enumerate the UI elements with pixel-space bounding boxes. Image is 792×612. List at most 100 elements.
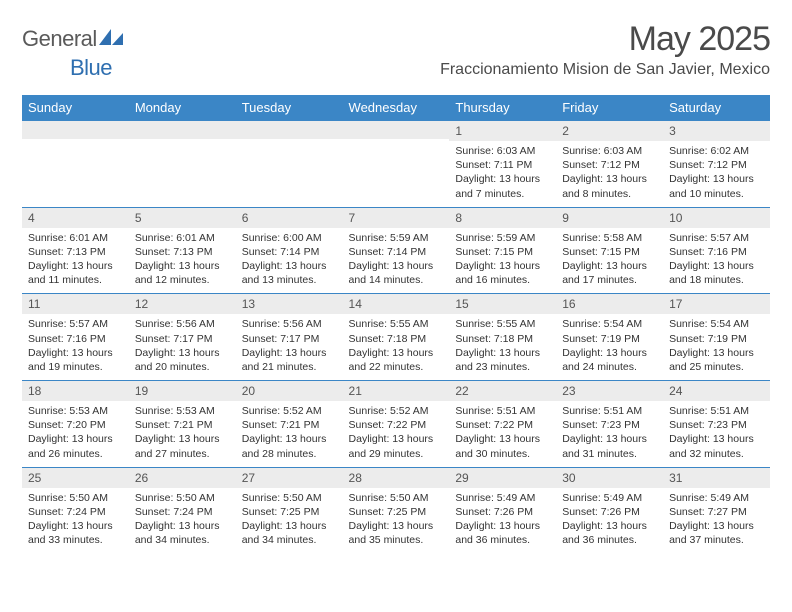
sunset-text: Sunset: 7:23 PM: [669, 418, 764, 432]
day-number: 30: [556, 468, 663, 488]
calendar-day-cell: 23Sunrise: 5:51 AMSunset: 7:23 PMDayligh…: [556, 381, 663, 468]
day-details: Sunrise: 5:51 AMSunset: 7:22 PMDaylight:…: [449, 401, 556, 467]
day-number: 25: [22, 468, 129, 488]
day-number: 22: [449, 381, 556, 401]
logo-sail-icon: [99, 27, 125, 52]
day-number: [129, 121, 236, 139]
calendar-day-cell: 17Sunrise: 5:54 AMSunset: 7:19 PMDayligh…: [663, 294, 770, 381]
sunrise-text: Sunrise: 5:51 AM: [455, 404, 550, 418]
day-details: Sunrise: 5:55 AMSunset: 7:18 PMDaylight:…: [449, 314, 556, 380]
daylight-text: Daylight: 13 hours and 20 minutes.: [135, 346, 230, 374]
sunrise-text: Sunrise: 5:54 AM: [562, 317, 657, 331]
day-details: Sunrise: 5:49 AMSunset: 7:26 PMDaylight:…: [556, 488, 663, 554]
day-details: [129, 139, 236, 197]
calendar-week-row: 25Sunrise: 5:50 AMSunset: 7:24 PMDayligh…: [22, 467, 770, 553]
day-details: Sunrise: 5:51 AMSunset: 7:23 PMDaylight:…: [556, 401, 663, 467]
calendar-day-cell: 15Sunrise: 5:55 AMSunset: 7:18 PMDayligh…: [449, 294, 556, 381]
sunrise-text: Sunrise: 5:49 AM: [455, 491, 550, 505]
daylight-text: Daylight: 13 hours and 18 minutes.: [669, 259, 764, 287]
calendar-page: General May 2025 Fraccionamiento Mision …: [0, 0, 792, 563]
day-details: Sunrise: 5:50 AMSunset: 7:25 PMDaylight:…: [343, 488, 450, 554]
sunrise-text: Sunrise: 6:02 AM: [669, 144, 764, 158]
sunrise-text: Sunrise: 5:53 AM: [28, 404, 123, 418]
sunset-text: Sunset: 7:21 PM: [242, 418, 337, 432]
sunset-text: Sunset: 7:22 PM: [455, 418, 550, 432]
sunset-text: Sunset: 7:22 PM: [349, 418, 444, 432]
day-details: Sunrise: 6:02 AMSunset: 7:12 PMDaylight:…: [663, 141, 770, 207]
day-details: Sunrise: 5:53 AMSunset: 7:20 PMDaylight:…: [22, 401, 129, 467]
sunrise-text: Sunrise: 5:56 AM: [242, 317, 337, 331]
sunset-text: Sunset: 7:27 PM: [669, 505, 764, 519]
calendar-day-cell: 13Sunrise: 5:56 AMSunset: 7:17 PMDayligh…: [236, 294, 343, 381]
day-number: 13: [236, 294, 343, 314]
sunrise-text: Sunrise: 5:49 AM: [669, 491, 764, 505]
day-number: 9: [556, 208, 663, 228]
daylight-text: Daylight: 13 hours and 28 minutes.: [242, 432, 337, 460]
day-number: 28: [343, 468, 450, 488]
calendar-day-cell: 7Sunrise: 5:59 AMSunset: 7:14 PMDaylight…: [343, 207, 450, 294]
calendar-week-row: 1Sunrise: 6:03 AMSunset: 7:11 PMDaylight…: [22, 121, 770, 208]
weekday-header-row: Sunday Monday Tuesday Wednesday Thursday…: [22, 95, 770, 121]
calendar-day-cell: [22, 121, 129, 208]
logo-word-general: General: [22, 26, 97, 52]
day-details: Sunrise: 5:49 AMSunset: 7:26 PMDaylight:…: [449, 488, 556, 554]
calendar-day-cell: 26Sunrise: 5:50 AMSunset: 7:24 PMDayligh…: [129, 467, 236, 553]
sunrise-text: Sunrise: 5:58 AM: [562, 231, 657, 245]
day-details: Sunrise: 5:54 AMSunset: 7:19 PMDaylight:…: [663, 314, 770, 380]
sunset-text: Sunset: 7:25 PM: [242, 505, 337, 519]
weekday-header: Thursday: [449, 95, 556, 121]
sunset-text: Sunset: 7:26 PM: [562, 505, 657, 519]
calendar-day-cell: 21Sunrise: 5:52 AMSunset: 7:22 PMDayligh…: [343, 381, 450, 468]
day-details: Sunrise: 5:57 AMSunset: 7:16 PMDaylight:…: [663, 228, 770, 294]
sunrise-text: Sunrise: 5:59 AM: [349, 231, 444, 245]
daylight-text: Daylight: 13 hours and 36 minutes.: [455, 519, 550, 547]
calendar-day-cell: 11Sunrise: 5:57 AMSunset: 7:16 PMDayligh…: [22, 294, 129, 381]
sunset-text: Sunset: 7:16 PM: [28, 332, 123, 346]
daylight-text: Daylight: 13 hours and 29 minutes.: [349, 432, 444, 460]
sunrise-text: Sunrise: 5:52 AM: [349, 404, 444, 418]
day-number: 31: [663, 468, 770, 488]
sunset-text: Sunset: 7:13 PM: [135, 245, 230, 259]
sunset-text: Sunset: 7:26 PM: [455, 505, 550, 519]
sunset-text: Sunset: 7:17 PM: [242, 332, 337, 346]
daylight-text: Daylight: 13 hours and 13 minutes.: [242, 259, 337, 287]
calendar-day-cell: 10Sunrise: 5:57 AMSunset: 7:16 PMDayligh…: [663, 207, 770, 294]
day-details: Sunrise: 5:50 AMSunset: 7:25 PMDaylight:…: [236, 488, 343, 554]
calendar-day-cell: [129, 121, 236, 208]
sunrise-text: Sunrise: 5:57 AM: [28, 317, 123, 331]
daylight-text: Daylight: 13 hours and 11 minutes.: [28, 259, 123, 287]
sunset-text: Sunset: 7:18 PM: [349, 332, 444, 346]
day-details: Sunrise: 6:01 AMSunset: 7:13 PMDaylight:…: [22, 228, 129, 294]
sunrise-text: Sunrise: 5:50 AM: [28, 491, 123, 505]
sunrise-text: Sunrise: 5:49 AM: [562, 491, 657, 505]
calendar-day-cell: 31Sunrise: 5:49 AMSunset: 7:27 PMDayligh…: [663, 467, 770, 553]
calendar-day-cell: 3Sunrise: 6:02 AMSunset: 7:12 PMDaylight…: [663, 121, 770, 208]
day-details: Sunrise: 5:52 AMSunset: 7:22 PMDaylight:…: [343, 401, 450, 467]
sunset-text: Sunset: 7:18 PM: [455, 332, 550, 346]
sunrise-text: Sunrise: 6:00 AM: [242, 231, 337, 245]
sunrise-text: Sunrise: 5:50 AM: [135, 491, 230, 505]
daylight-text: Daylight: 13 hours and 22 minutes.: [349, 346, 444, 374]
calendar-day-cell: 22Sunrise: 5:51 AMSunset: 7:22 PMDayligh…: [449, 381, 556, 468]
sunrise-text: Sunrise: 5:51 AM: [562, 404, 657, 418]
sunrise-text: Sunrise: 5:56 AM: [135, 317, 230, 331]
sunrise-text: Sunrise: 6:03 AM: [455, 144, 550, 158]
daylight-text: Daylight: 13 hours and 34 minutes.: [135, 519, 230, 547]
weekday-header: Monday: [129, 95, 236, 121]
day-details: Sunrise: 5:59 AMSunset: 7:15 PMDaylight:…: [449, 228, 556, 294]
day-number: 18: [22, 381, 129, 401]
daylight-text: Daylight: 13 hours and 24 minutes.: [562, 346, 657, 374]
daylight-text: Daylight: 13 hours and 25 minutes.: [669, 346, 764, 374]
sunset-text: Sunset: 7:25 PM: [349, 505, 444, 519]
sunrise-text: Sunrise: 5:53 AM: [135, 404, 230, 418]
day-number: 19: [129, 381, 236, 401]
calendar-day-cell: 12Sunrise: 5:56 AMSunset: 7:17 PMDayligh…: [129, 294, 236, 381]
location-subtitle: Fraccionamiento Mision de San Javier, Me…: [440, 61, 770, 79]
day-number: 4: [22, 208, 129, 228]
calendar-day-cell: 29Sunrise: 5:49 AMSunset: 7:26 PMDayligh…: [449, 467, 556, 553]
day-number: 5: [129, 208, 236, 228]
sunset-text: Sunset: 7:11 PM: [455, 158, 550, 172]
sunset-text: Sunset: 7:15 PM: [455, 245, 550, 259]
daylight-text: Daylight: 13 hours and 36 minutes.: [562, 519, 657, 547]
day-details: Sunrise: 5:59 AMSunset: 7:14 PMDaylight:…: [343, 228, 450, 294]
